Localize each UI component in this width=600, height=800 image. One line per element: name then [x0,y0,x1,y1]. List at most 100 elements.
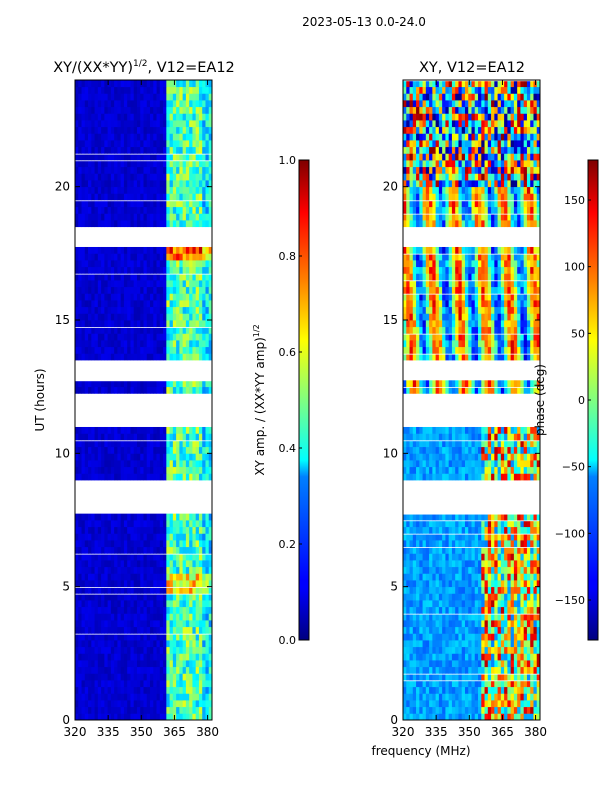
heatmap-cell [172,206,177,214]
heatmap-cell [182,473,187,481]
heatmap-cell [110,546,115,554]
heatmap-cell [110,573,115,581]
heatmap-cell [189,593,193,601]
heatmap-cell [403,633,407,641]
heatmap-cell [205,433,210,441]
heatmap-cell [153,160,157,168]
heatmap-cell [75,86,79,94]
heatmap-cell [169,686,174,694]
heatmap-cell [101,333,105,341]
heatmap-cell [136,473,141,481]
heatmap-cell [91,353,95,361]
heatmap-cell [448,606,453,614]
heatmap-cell [159,266,164,274]
heatmap-cell [130,693,135,701]
heatmap-cell [471,446,476,454]
heatmap-cell [136,380,141,388]
heatmap-cell [163,686,167,694]
heatmap-cell [130,606,135,614]
heatmap-cell [474,526,479,534]
heatmap-cell [195,353,200,361]
heatmap-cell [153,560,157,568]
heatmap-cell [166,266,170,274]
heatmap-cell [169,693,174,701]
heatmap-cell [133,266,138,274]
heatmap-cell [127,220,131,228]
heatmap-cell [412,460,417,468]
heatmap-cell [127,680,131,688]
heatmap-cell [120,666,125,674]
heatmap-cell [153,206,157,214]
heatmap-cell [150,113,154,121]
heatmap-cell [185,200,190,208]
heatmap-cell [75,386,79,394]
heatmap-cell [120,173,125,181]
heatmap-cell [526,666,531,674]
heatmap-cell [114,660,118,668]
heatmap-cell [75,693,79,701]
heatmap-cell [107,320,112,328]
heatmap-cell [143,680,148,688]
heatmap-cell [182,140,187,148]
heatmap-cell [179,686,184,694]
heatmap-cell [481,566,485,574]
heatmap-cell [526,533,531,541]
data-gap-row [75,493,212,501]
heatmap-cell [526,513,531,521]
heatmap-cell [448,660,453,668]
heatmap-cell [468,546,472,554]
heatmap-cell [114,353,118,361]
heatmap-cell [163,120,167,128]
heatmap-cell [150,666,154,674]
heatmap-cell [464,693,469,701]
heatmap-cell [97,266,102,274]
heatmap-cell [487,513,492,521]
heatmap-cell [484,693,489,701]
amplitude-x-tick-label: 335 [97,725,120,739]
heatmap-cell [143,426,148,434]
heatmap-cell [425,466,430,474]
heatmap-cell [78,220,82,228]
heatmap-cell [84,646,89,654]
heatmap-cell [143,560,148,568]
heatmap-cell [442,580,446,588]
heatmap-cell [146,426,151,434]
heatmap-cell [468,693,472,701]
heatmap-cell [202,320,206,328]
heatmap-cell [107,440,112,448]
heatmap-cell [179,80,184,88]
heatmap-cell [500,613,505,621]
heatmap-cell [419,613,423,621]
heatmap-cell [130,620,135,628]
heatmap-cell [84,626,89,634]
heatmap-cell [140,180,144,188]
heatmap-cell [133,293,138,301]
heatmap-cell [163,193,167,201]
heatmap-cell [445,560,450,568]
heatmap-cell [182,133,187,141]
heatmap-cell [455,546,459,554]
heatmap-cell [409,653,414,661]
heatmap-cell [78,580,82,588]
heatmap-cell [179,120,184,128]
heatmap-cell [448,526,453,534]
heatmap-cell [130,213,135,221]
heatmap-cell [526,686,531,694]
heatmap-cell [104,80,109,88]
heatmap-cell [107,206,112,214]
heatmap-cell [455,573,459,581]
heatmap-cell [75,426,79,434]
heatmap-cell [406,513,410,521]
heatmap-cell [520,693,525,701]
heatmap-cell [195,653,200,661]
heatmap-cell [494,600,498,608]
heatmap-cell [179,106,184,114]
heatmap-cell [461,660,466,668]
heatmap-cell [153,473,157,481]
heatmap-cell [468,473,472,481]
heatmap-cell [153,600,157,608]
heatmap-cell [510,680,515,688]
heatmap-cell [84,700,89,708]
heatmap-cell [123,253,128,261]
